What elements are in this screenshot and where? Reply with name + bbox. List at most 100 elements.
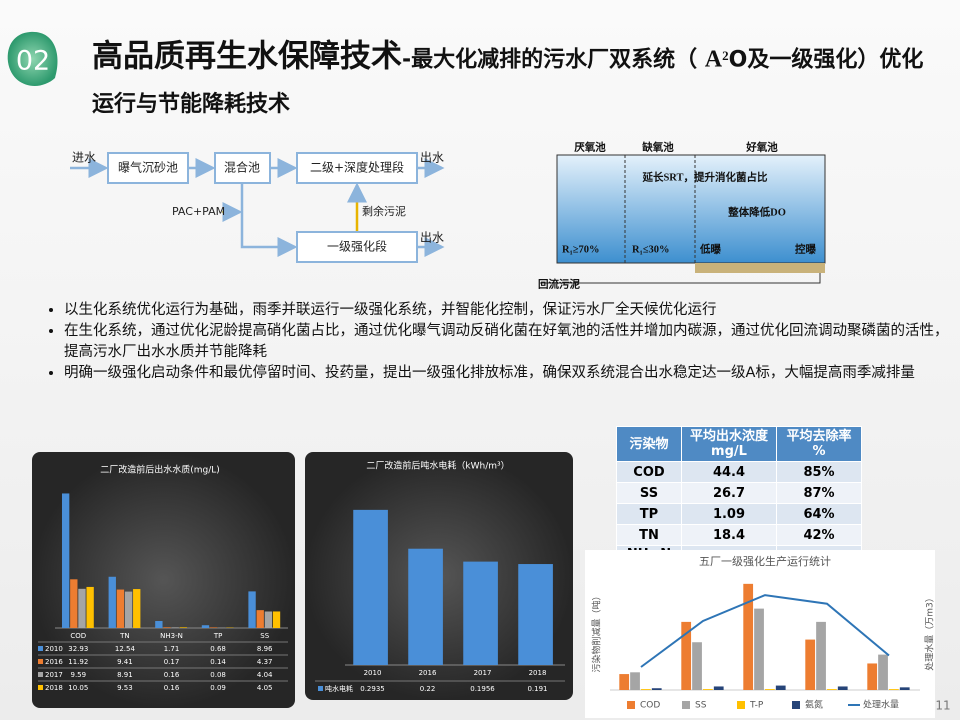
bar <box>272 611 281 628</box>
tank-note: 回流污泥 <box>538 277 580 290</box>
slide-title: 高品质再生水保障技术-最大化减排的污水厂双系统（ A2O及一级强化）优化运行与节… <box>92 34 942 128</box>
bar <box>619 674 630 690</box>
bar <box>765 689 775 690</box>
flow-boxes <box>107 152 418 263</box>
flow-node: 二级+深度处理段 <box>310 160 404 175</box>
tank-label: 厌氧池 <box>574 140 606 153</box>
bar <box>775 685 786 690</box>
value-label: 12.54 <box>115 645 136 653</box>
flow-label: 出水 <box>420 151 444 165</box>
chart-title: 五厂一级强化生产运行统计 <box>699 554 831 568</box>
legend-swatch <box>38 659 43 664</box>
value-label: 9.41 <box>117 658 133 666</box>
flow-node: 曝气沉砂池 <box>118 160 178 175</box>
value-label: 0.22 <box>420 685 436 693</box>
legend-label: 2017 <box>45 671 63 679</box>
cell: 18.4 <box>681 524 777 546</box>
bar <box>743 583 754 690</box>
legend-swatch <box>38 672 43 677</box>
bar <box>630 672 640 690</box>
bar <box>108 576 116 628</box>
legend-swatch <box>627 701 635 709</box>
legend-label: COD <box>640 701 660 711</box>
bar <box>264 611 273 628</box>
bar <box>86 586 94 628</box>
bar <box>353 509 388 665</box>
page-number: 11 <box>935 699 950 713</box>
bar <box>867 663 878 690</box>
tank-walls <box>624 155 696 263</box>
title-sup: 2 <box>722 48 729 63</box>
tank <box>556 154 826 264</box>
value-label: 0.2935 <box>360 685 385 693</box>
bar <box>124 591 133 628</box>
value-label: 0.14 <box>210 658 226 666</box>
bar <box>692 642 702 690</box>
bar <box>201 625 210 628</box>
category-label: 2017 <box>474 669 492 677</box>
bar <box>899 687 910 690</box>
legend-label: 2016 <box>45 658 63 666</box>
bar <box>209 627 218 628</box>
category-label: 2018 <box>529 669 547 677</box>
bar <box>651 688 662 690</box>
bar <box>116 589 125 628</box>
badge-shape <box>7 31 58 86</box>
bar <box>681 621 692 690</box>
value-label: 11.92 <box>68 658 88 666</box>
value-label: 10.05 <box>68 684 88 692</box>
value-label: 0.16 <box>164 684 180 692</box>
header: 平均出水浓度 mg/L <box>681 426 777 462</box>
cell: 26.7 <box>681 482 777 504</box>
y-axis-title: 污染物削减量（吨） <box>591 591 603 672</box>
cell: 87% <box>776 482 862 504</box>
bar <box>889 689 899 690</box>
bar <box>816 621 826 690</box>
legend-label: 氨氮 <box>805 699 823 711</box>
value-label: 0.08 <box>210 671 226 679</box>
header-line: 平均去除率 <box>786 429 852 444</box>
bar <box>518 564 553 665</box>
bar <box>256 610 264 628</box>
bullet: 明确一级强化启动条件和最优停留时间、投药量，提出一级强化排放标准，确保双系统混合… <box>64 363 954 384</box>
title-main: 高品质再生水保障技术 <box>92 38 402 75</box>
chart-bg <box>32 452 295 708</box>
bar <box>78 588 86 628</box>
bar <box>163 627 171 628</box>
title-rest: O及一级强化）优化运行与节能降耗技术 <box>92 47 924 118</box>
line <box>640 594 890 668</box>
cell: TP <box>616 503 682 525</box>
bar <box>408 548 443 665</box>
tank-note: 延长SRT，提升消化菌占比 <box>641 170 768 183</box>
bar <box>754 608 764 690</box>
legend-swatch <box>682 701 690 709</box>
category-label: SS <box>260 632 269 640</box>
return-line <box>540 273 821 284</box>
category-label: NH3-N <box>160 632 183 640</box>
category-label: 2016 <box>419 669 437 677</box>
bar <box>171 627 179 628</box>
bar <box>463 561 498 665</box>
bar <box>133 589 141 628</box>
legend-swatch <box>737 701 745 709</box>
bar <box>703 689 713 690</box>
bar <box>248 591 256 628</box>
header-line: % <box>812 444 826 459</box>
bar <box>61 493 70 628</box>
flow-node: 混合池 <box>224 160 260 175</box>
chart-title: 二厂改造前后出水水质(mg/L) <box>100 464 220 476</box>
value-label: 8.96 <box>257 645 273 653</box>
bullet: 在生化系统，通过优化泥龄提高硝化菌占比，通过优化曝气调动反硝化菌在好氧池的活性并… <box>64 321 954 363</box>
flow-label: PAC+PAM <box>172 205 225 218</box>
value-label: 32.93 <box>68 645 88 653</box>
tank-note: R₁≤30% <box>632 244 670 255</box>
bar <box>837 686 848 690</box>
tank-note: R₁≥70% <box>562 244 600 255</box>
value-label: 0.68 <box>210 645 226 653</box>
bar <box>878 654 888 690</box>
flow-label: 进水 <box>72 151 96 165</box>
bullet: 以生化系统优化运行为基础，雨季并联运行一级强化系统，并智能化控制，保证污水厂全天… <box>64 300 954 321</box>
category-label: 2010 <box>364 669 382 677</box>
